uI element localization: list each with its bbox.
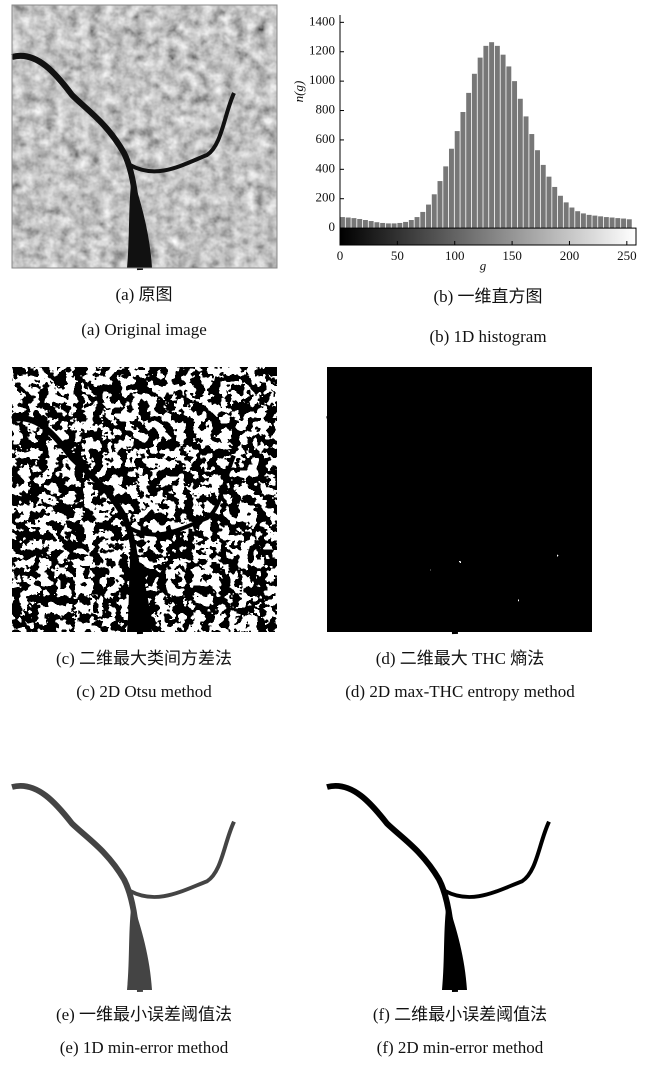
bar <box>426 205 431 229</box>
y-tick-label: 400 <box>316 160 336 175</box>
bar <box>489 42 494 228</box>
caption-en: (b) 1D histogram <box>429 327 546 346</box>
bar <box>340 217 345 228</box>
bar <box>415 217 420 228</box>
bar <box>392 223 397 228</box>
caption-en: (d) 2D max-THC entropy method <box>345 682 575 701</box>
bar <box>374 222 379 228</box>
bar <box>386 223 391 228</box>
caption-en: (e) 1D min-error method <box>60 1038 229 1057</box>
y-tick-label: 1000 <box>309 72 335 87</box>
bar <box>581 213 586 228</box>
bar <box>460 112 465 228</box>
caption-cn: (f) 二维最小误差阈值法 <box>373 1005 547 1024</box>
bar <box>541 165 546 228</box>
image <box>327 737 592 992</box>
caption-en: (c) 2D Otsu method <box>76 682 212 701</box>
bar <box>363 220 368 228</box>
bar <box>564 202 569 228</box>
bar <box>524 116 529 228</box>
x-axis-label: g <box>480 258 487 273</box>
y-tick-label: 1200 <box>309 43 335 58</box>
caption-en: (a) Original image <box>81 320 207 339</box>
caption-cn: (b) 一维直方图 <box>433 287 542 306</box>
bar <box>449 149 454 228</box>
bar <box>397 223 402 228</box>
y-axis-label: n(g) <box>291 81 306 103</box>
caption-cn: (a) 原图 <box>115 285 172 304</box>
bar <box>380 223 385 228</box>
x-tick-label: 150 <box>502 248 522 263</box>
bar <box>569 208 574 229</box>
y-tick-label: 0 <box>329 219 336 234</box>
bar <box>604 217 609 228</box>
image <box>12 367 277 634</box>
y-tick-label: 1400 <box>309 13 335 28</box>
bar <box>587 215 592 228</box>
bar <box>512 81 517 228</box>
bar <box>575 211 580 228</box>
bar <box>483 46 488 228</box>
bar <box>547 177 552 228</box>
bar <box>351 218 356 228</box>
bar <box>466 93 471 228</box>
bar <box>478 58 483 228</box>
x-tick-label: 0 <box>337 248 344 263</box>
y-tick-label: 200 <box>316 190 336 205</box>
bar <box>455 131 460 228</box>
bar <box>409 220 414 228</box>
bar <box>501 55 506 228</box>
x-tick-label: 200 <box>560 248 580 263</box>
image <box>12 5 277 270</box>
caption-cn: (d) 二维最大 THC 熵法 <box>376 649 545 668</box>
bar <box>495 46 500 228</box>
bar <box>558 196 563 228</box>
bar <box>346 218 351 229</box>
bar <box>506 66 511 228</box>
x-tick-label: 250 <box>617 248 637 263</box>
x-tick-label: 50 <box>391 248 404 263</box>
bar <box>369 221 374 228</box>
bar <box>357 219 362 228</box>
bar <box>432 194 437 228</box>
y-tick-label: 600 <box>316 131 336 146</box>
bar <box>443 166 448 228</box>
x-tick-label: 100 <box>445 248 465 263</box>
bar <box>610 218 615 229</box>
bar <box>535 150 540 228</box>
bar <box>438 181 443 228</box>
caption-en: (f) 2D min-error method <box>377 1038 544 1057</box>
bar <box>592 216 597 228</box>
colorbar <box>340 228 636 245</box>
bar <box>472 74 477 228</box>
image <box>12 737 277 992</box>
caption-cn: (e) 一维最小误差阈值法 <box>56 1005 232 1024</box>
bar <box>627 219 632 228</box>
image <box>327 367 592 634</box>
y-tick-label: 800 <box>316 102 336 117</box>
bar <box>518 99 523 228</box>
bar <box>420 212 425 228</box>
bar <box>552 187 557 228</box>
figure: (a) 原图 (a) Original image (b) 一维直方图 (b) 1D … <box>0 0 650 1061</box>
caption-cn: (c) 二维最大类间方差法 <box>56 649 232 668</box>
bar <box>598 216 603 228</box>
bar <box>621 219 626 229</box>
bar <box>403 222 408 228</box>
bar <box>529 134 534 228</box>
bar <box>615 218 620 228</box>
